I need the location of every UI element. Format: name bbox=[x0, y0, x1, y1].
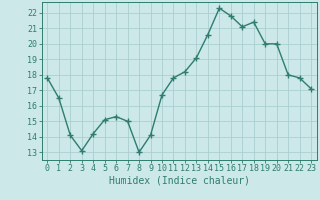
X-axis label: Humidex (Indice chaleur): Humidex (Indice chaleur) bbox=[109, 176, 250, 186]
